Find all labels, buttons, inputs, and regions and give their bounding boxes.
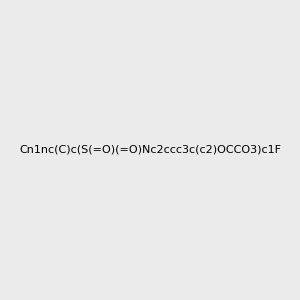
Text: Cn1nc(C)c(S(=O)(=O)Nc2ccc3c(c2)OCCO3)c1F: Cn1nc(C)c(S(=O)(=O)Nc2ccc3c(c2)OCCO3)c1F — [19, 145, 281, 155]
